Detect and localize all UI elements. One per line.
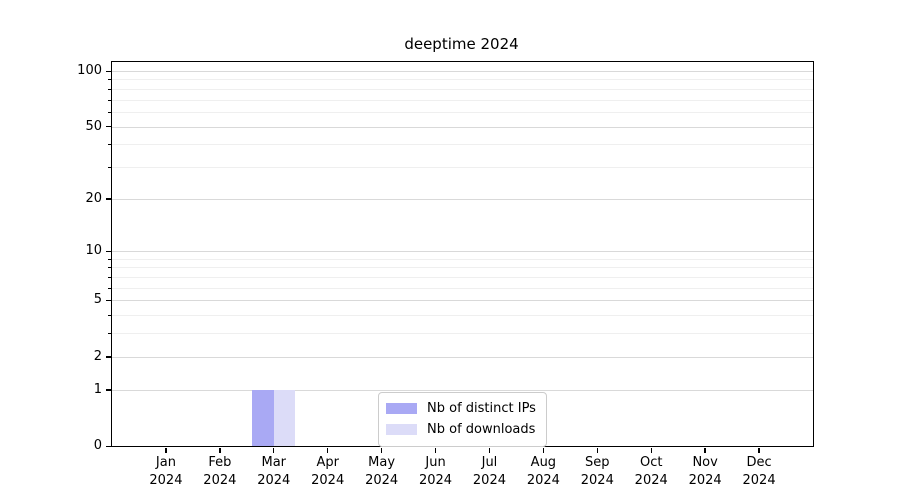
gridline-minor — [112, 79, 813, 81]
y-tick — [105, 126, 111, 128]
legend-label: Nb of downloads — [427, 422, 536, 437]
x-tick-label: Jul 2024 — [472, 455, 506, 488]
gridline-minor — [112, 267, 813, 269]
legend-item: Nb of distinct IPs — [386, 398, 536, 419]
gridline-minor — [112, 333, 813, 335]
gridline-minor — [112, 144, 813, 146]
bar-downloads — [273, 389, 296, 446]
gridline-major — [112, 198, 813, 200]
y-tick — [105, 356, 111, 358]
y-tick-label: 50 — [85, 118, 102, 134]
x-tick — [596, 447, 598, 453]
y-minor-tick — [108, 79, 111, 81]
y-tick — [105, 445, 111, 447]
x-tick-label: Nov 2024 — [688, 455, 722, 488]
x-tick — [488, 447, 491, 453]
x-tick-label: Apr 2024 — [311, 455, 345, 488]
plot-area: Nb of distinct IPs Nb of downloads 0 1 2 5 10… — [77, 61, 814, 488]
gridline-minor — [112, 166, 813, 168]
y-minor-tick — [108, 166, 111, 168]
x-tick — [542, 447, 545, 453]
x-tick-label: Jan 2024 — [149, 455, 183, 488]
y-tick-label: 20 — [85, 190, 102, 206]
y-tick — [105, 389, 111, 391]
gridline-minor — [112, 88, 813, 90]
x-tick-label: Jun 2024 — [418, 455, 453, 488]
y-minor-tick — [108, 111, 111, 113]
bar-distinct-ips — [252, 389, 274, 446]
x-tick-label: Feb 2024 — [203, 455, 237, 488]
y-tick — [105, 70, 111, 72]
gridline-major — [112, 389, 813, 391]
x-tick-label: Sep 2024 — [580, 455, 614, 488]
legend-item: Nb of downloads — [386, 419, 536, 440]
y-tick — [105, 250, 111, 253]
x-tick-label: Aug 2024 — [526, 455, 560, 488]
x-tick-label: Oct 2024 — [634, 455, 668, 488]
gridline-major — [112, 251, 813, 253]
gridline-minor — [112, 287, 813, 289]
legend-swatch — [386, 403, 417, 414]
gridline-minor — [112, 258, 813, 260]
x-tick — [273, 447, 275, 453]
gridline-minor — [112, 277, 813, 279]
legend-label: Nb of distinct IPs — [427, 401, 536, 416]
gridline-minor — [112, 111, 813, 113]
gridline-minor — [112, 315, 813, 317]
gridline-major — [112, 356, 813, 358]
x-tick — [434, 447, 437, 453]
gridline-major — [112, 71, 813, 72]
y-tick — [105, 299, 111, 302]
x-tick-label: May 2024 — [365, 455, 399, 488]
y-tick-label: 10 — [85, 243, 102, 259]
x-tick — [758, 447, 760, 453]
y-minor-tick — [108, 144, 111, 146]
y-minor-tick — [108, 277, 111, 279]
y-minor-tick — [108, 333, 111, 335]
y-tick-label: 5 — [93, 292, 102, 308]
y-minor-tick — [108, 287, 111, 289]
y-tick — [105, 198, 111, 200]
x-tick — [219, 447, 221, 453]
y-minor-tick — [108, 88, 111, 90]
y-tick-label: 0 — [93, 438, 102, 453]
legend: Nb of distinct IPs Nb of downloads — [378, 392, 547, 447]
x-tick — [165, 447, 167, 453]
x-tick — [326, 447, 329, 453]
gridline-major — [112, 126, 813, 128]
y-minor-tick — [108, 99, 111, 101]
gridline-major — [112, 300, 813, 302]
y-minor-tick — [108, 315, 111, 317]
y-tick-label: 100 — [77, 63, 102, 78]
y-minor-tick — [108, 258, 111, 260]
x-tick — [704, 447, 706, 453]
x-tick — [380, 447, 383, 453]
y-tick-label: 1 — [93, 381, 102, 397]
gridline-minor — [112, 99, 813, 101]
x-tick-label: Mar 2024 — [257, 455, 291, 488]
chart-title: deeptime 2024 — [404, 35, 519, 53]
y-minor-tick — [108, 267, 111, 269]
legend-swatch — [386, 424, 417, 435]
y-tick-label: 2 — [93, 348, 102, 364]
x-tick-label: Dec 2024 — [742, 455, 776, 488]
x-tick — [650, 447, 652, 453]
